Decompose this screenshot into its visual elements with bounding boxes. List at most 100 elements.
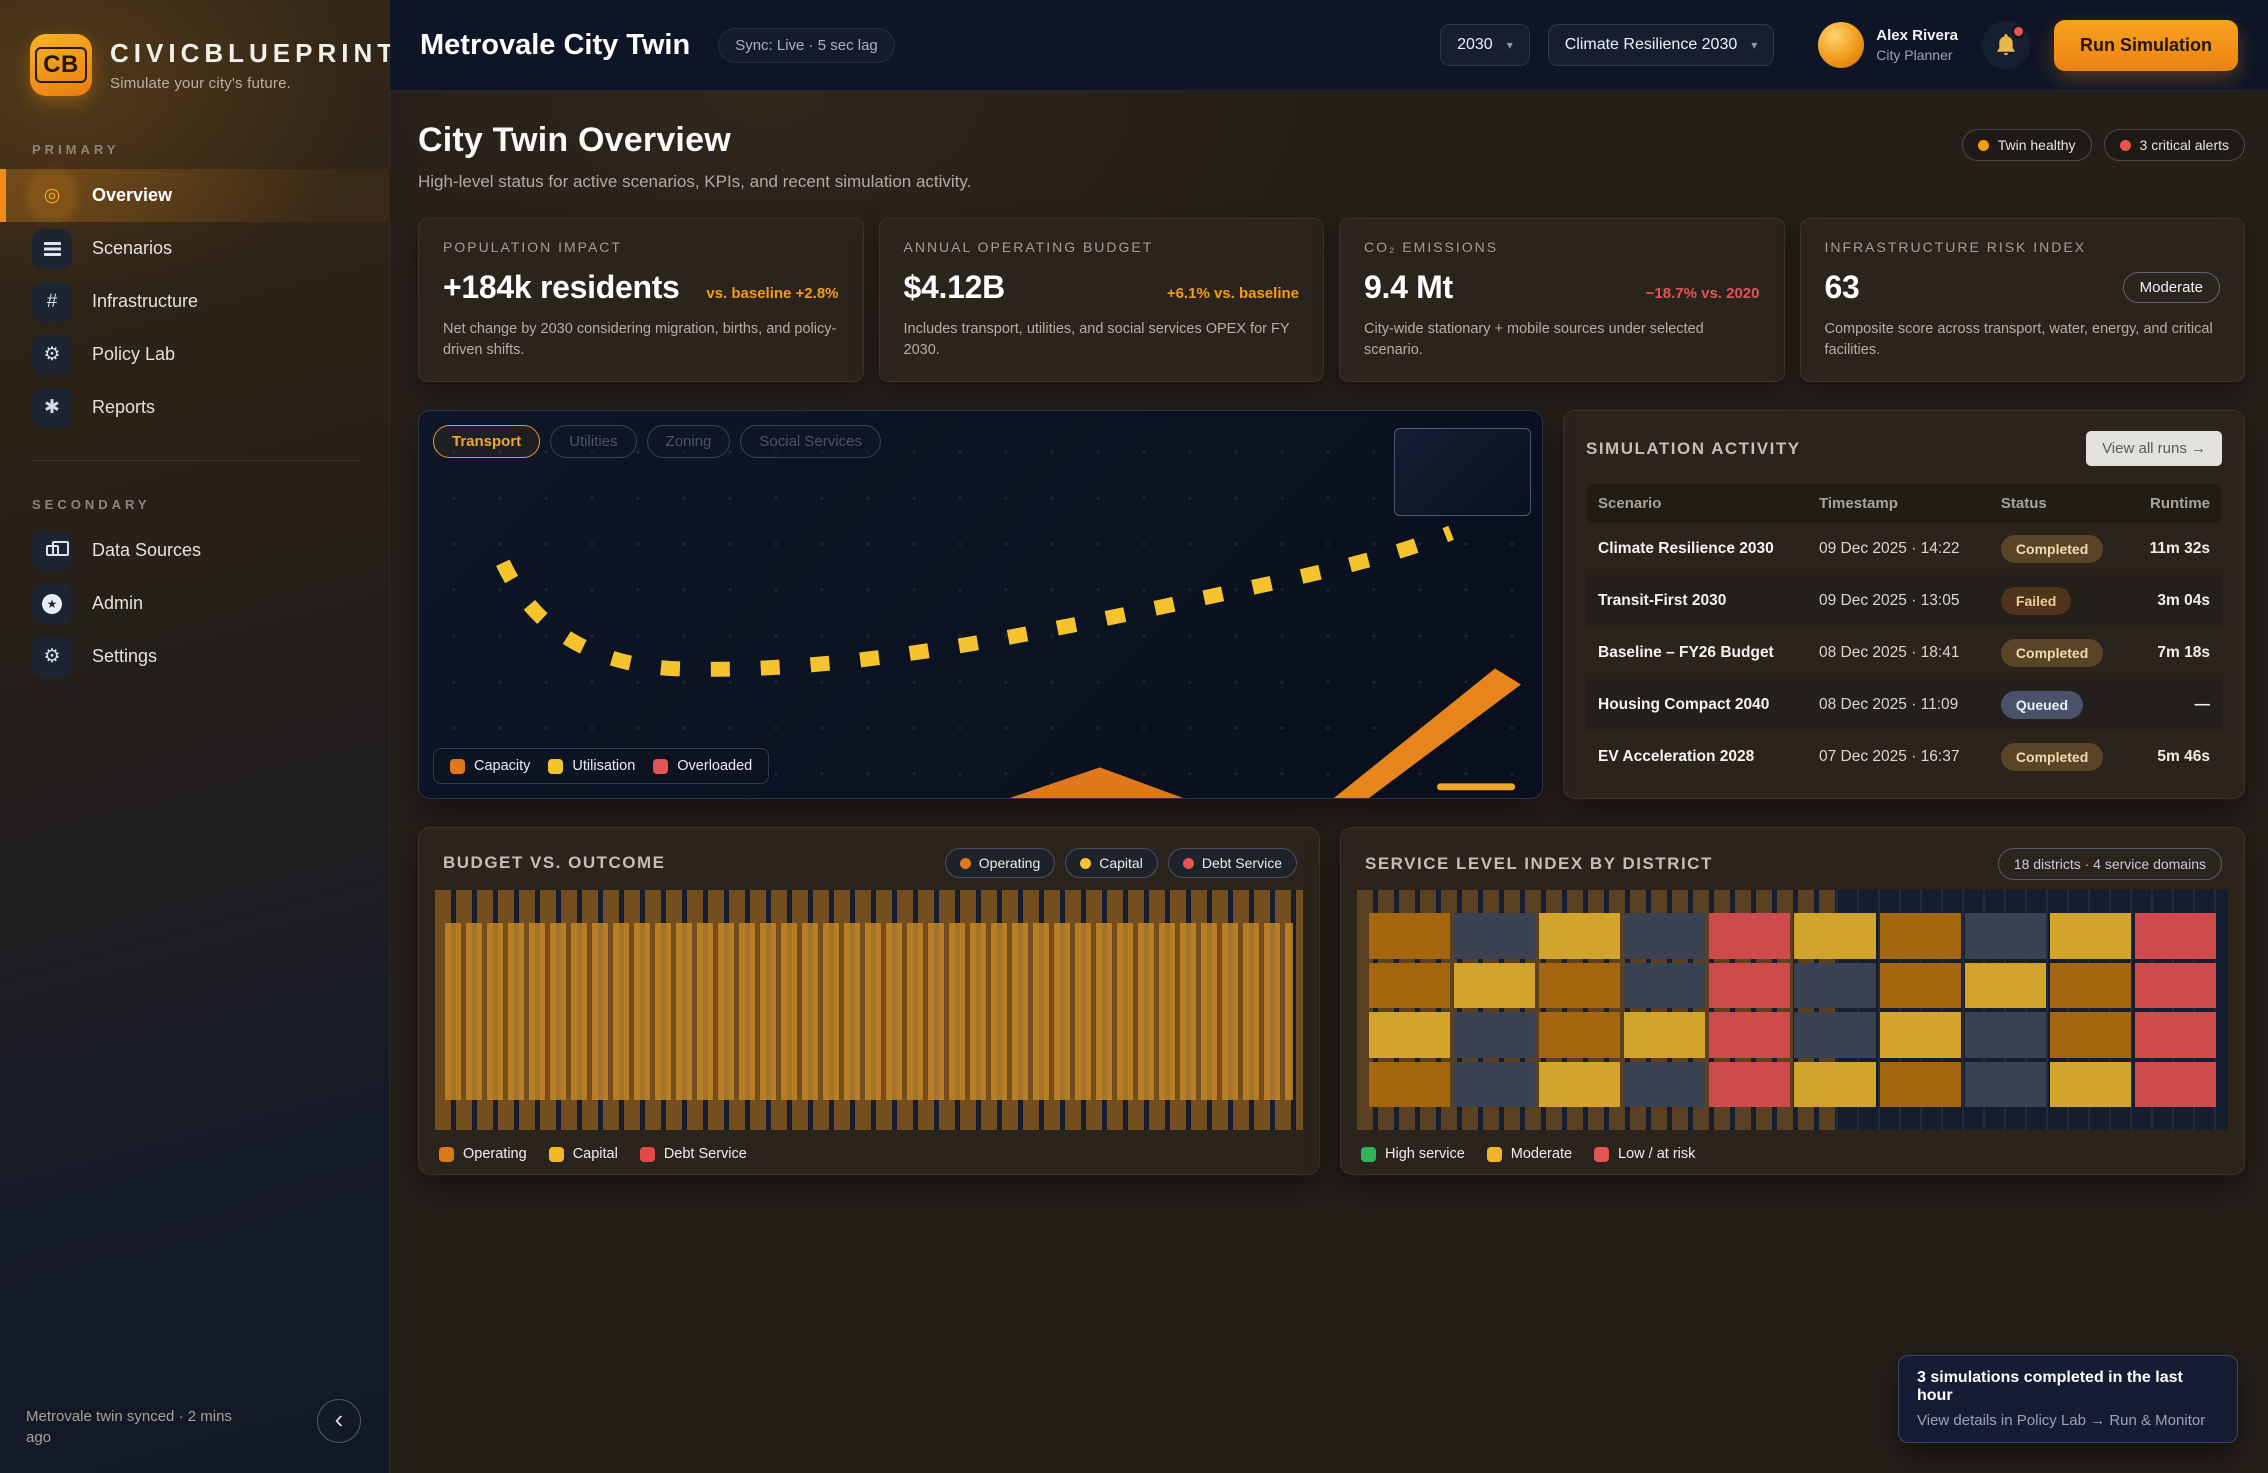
network-tabs: Transport Utilities Zoning Social Services <box>433 425 881 459</box>
sidebar-item-label: Settings <box>92 646 158 666</box>
sidebar-item-label: Policy Lab <box>92 344 176 364</box>
legend-swatch-icon <box>548 758 564 774</box>
legend-swatch-icon <box>653 758 669 774</box>
bottom-row: BUDGET VS. OUTCOME Operating Capital Debt … <box>418 827 2245 1176</box>
budget-panel: BUDGET VS. OUTCOME Operating Capital Debt … <box>418 827 1320 1176</box>
column-header-timestamp: Timestamp <box>1806 484 1989 524</box>
series-pill-operating[interactable]: Operating <box>944 848 1056 879</box>
sidebar-secondary-label: SECONDARY <box>32 497 151 512</box>
year-select[interactable]: 2030 ▾ <box>1440 24 1530 66</box>
toast-link[interactable]: View details in Policy Lab → Run & Monit… <box>1917 1412 2206 1429</box>
cell-status: Queued <box>1988 679 2129 732</box>
heatmap-cell-r1c6 <box>1794 913 1876 959</box>
sidebar-item-overview[interactable]: ◎ Overview <box>0 169 389 222</box>
tab-utilities[interactable]: Utilities <box>550 425 637 459</box>
heatmap-cell-r2c4 <box>1624 962 1706 1009</box>
table-row[interactable]: EV Acceleration 2028 07 Dec 2025 · 16:37 C… <box>1586 731 2222 783</box>
cell-timestamp: 09 Dec 2025 · 14:22 <box>1818 540 1960 558</box>
tab-transport[interactable]: Transport <box>433 425 541 459</box>
charts-row: Transport Utilities Zoning Social Services … <box>418 410 2245 800</box>
table-row[interactable]: Baseline – FY26 Budget 08 Dec 2025 · 18:4… <box>1586 627 2222 679</box>
heatmap-cell-r4c5 <box>1709 1061 1791 1108</box>
status-badge-label: Twin healthy <box>1997 137 2076 153</box>
chevron-down-icon: ▾ <box>1506 38 1513 52</box>
heatmap-cell-r3c4 <box>1624 1012 1706 1058</box>
sidebar-item-scenarios[interactable]: Scenarios <box>0 222 389 275</box>
capacity-diagonal-shape <box>1333 668 1521 799</box>
cell-runtime: 5m 46s <box>2157 748 2210 766</box>
kpi-risk-badge: Moderate <box>2122 272 2220 303</box>
series-pill-debt-service[interactable]: Debt Service <box>1167 848 1297 879</box>
heatmap-cell-r2c8 <box>1964 962 2046 1009</box>
sidebar-item-settings[interactable]: ⚙ Settings <box>0 630 389 683</box>
avatar[interactable] <box>1818 22 1865 68</box>
policy-lab-icon: ⚙ <box>43 344 61 365</box>
kpi-label: ANNUAL OPERATING BUDGET <box>903 239 1154 255</box>
heatmap-cell-r2c3 <box>1539 962 1621 1009</box>
kpi-description: Includes transport, utilities, and socia… <box>903 321 1290 359</box>
table-row[interactable]: Housing Compact 2040 08 Dec 2025 · 11:09 Q… <box>1586 679 2222 732</box>
kpi-delta: −18.7% vs. 2020 <box>1645 285 1760 302</box>
tab-social-services[interactable]: Social Services <box>740 425 881 459</box>
status-pill-queued: Queued <box>2000 691 2084 720</box>
cell-scenario: Baseline – FY26 Budget <box>1598 644 1774 662</box>
brand-name: CIVICBLUEPRINT <box>110 38 399 68</box>
heatmap-cell-r3c1 <box>1369 1012 1451 1058</box>
view-all-runs-button[interactable]: View all runs → <box>2086 431 2222 467</box>
notifications-button[interactable] <box>1982 21 2030 69</box>
kpi-card-co-emissions: CO₂ EMISSIONS 9.4 Mt −18.7% vs. 2020 City-w… <box>1339 218 1785 383</box>
cell-status: Failed <box>1988 575 2129 628</box>
heatmap-cell-r2c10 <box>2134 962 2216 1009</box>
reports-icon-box: ✱ <box>32 387 72 428</box>
brand-initials: CB <box>35 47 87 83</box>
activity-table: Scenario Timestamp Status Runtime Climate R… <box>1586 484 2222 783</box>
heatmap-cell-r3c10 <box>2134 1012 2216 1058</box>
status-pill-completed: Completed <box>2000 535 2104 564</box>
sidebar-item-policy-lab[interactable]: ⚙ Policy Lab <box>0 328 389 381</box>
legend-item-overloaded: Overloaded <box>653 758 752 774</box>
network-chart-panel: Transport Utilities Zoning Social Services … <box>418 410 1543 800</box>
status-badge-label: 3 critical alerts <box>2139 137 2229 153</box>
heatmap-cell-r2c9 <box>2049 962 2131 1009</box>
sidebar-item-admin[interactable]: ★ Admin <box>0 577 389 630</box>
cell-scenario: Transit-First 2030 <box>1586 575 1807 628</box>
heatmap-cell-r2c7 <box>1879 962 1961 1009</box>
series-dot-icon <box>959 857 971 869</box>
overview-icon: ◎ <box>43 185 61 206</box>
scenario-select[interactable]: Climate Resilience 2030 ▾ <box>1547 24 1775 66</box>
user-menu[interactable]: Alex Rivera City Planner <box>1818 22 1958 68</box>
service-level-panel: SERVICE LEVEL INDEX BY DISTRICT 18 distr… <box>1340 827 2245 1176</box>
kpi-value: +184k residents <box>443 269 680 305</box>
notification-badge <box>2012 25 2025 38</box>
data-icon-box <box>32 530 72 571</box>
legend-item-debt-service: Debt Service <box>639 1146 747 1162</box>
sidebar-collapse-button[interactable]: ‹ <box>317 1399 361 1443</box>
service-title: SERVICE LEVEL INDEX BY DISTRICT <box>1365 854 1713 874</box>
sync-footer-text: Metrovale twin synced · 2 mins ago <box>26 1407 232 1447</box>
heatmap-cell-r2c2 <box>1454 962 1536 1009</box>
series-pill-label: Debt Service <box>1201 855 1282 872</box>
utilisation-dashed-line <box>496 525 1454 677</box>
budget-legend: Operating Capital Debt Service <box>439 1146 747 1162</box>
heatmap-cell-r4c2 <box>1454 1061 1536 1108</box>
activity-title: SIMULATION ACTIVITY <box>1586 438 1801 458</box>
column-header-runtime: Runtime <box>2128 484 2222 524</box>
series-pill-capital[interactable]: Capital <box>1065 848 1158 879</box>
kpi-value: 9.4 Mt <box>1364 269 1453 305</box>
table-row[interactable]: Climate Resilience 2030 09 Dec 2025 · 14:… <box>1586 523 2222 575</box>
scenarios-icon-box <box>32 228 72 269</box>
run-simulation-button[interactable]: Run Simulation <box>2054 19 2238 71</box>
chart-dot-grid <box>419 411 1542 799</box>
table-row[interactable]: Transit-First 2030 09 Dec 2025 · 13:05 Fai… <box>1586 575 2222 628</box>
overview-icon-box: ◎ <box>32 175 72 216</box>
cell-timestamp: 08 Dec 2025 · 11:09 <box>1806 679 1989 732</box>
sidebar-item-reports[interactable]: ✱ Reports <box>0 381 389 434</box>
heatmap-cell-r3c9 <box>2049 1012 2131 1058</box>
capacity-shape <box>1009 767 1184 799</box>
sidebar-item-infrastructure[interactable]: # Infrastructure <box>0 275 389 328</box>
reports-icon: ✱ <box>44 397 60 418</box>
tab-zoning[interactable]: Zoning <box>646 425 731 459</box>
district-count-pill: 18 districts · 4 service domains <box>1997 848 2222 881</box>
sidebar-item-data-sources[interactable]: Data Sources <box>0 524 389 577</box>
